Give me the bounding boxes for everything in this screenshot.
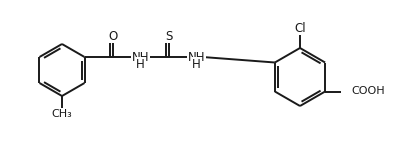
Text: O: O [108, 30, 117, 43]
Text: CH₃: CH₃ [52, 109, 73, 119]
Text: NH: NH [132, 51, 149, 63]
Text: NH: NH [188, 51, 205, 63]
Text: H: H [192, 57, 201, 71]
Text: COOH: COOH [351, 87, 385, 97]
Text: S: S [165, 30, 172, 43]
Text: Cl: Cl [294, 22, 306, 34]
Text: H: H [136, 57, 145, 71]
